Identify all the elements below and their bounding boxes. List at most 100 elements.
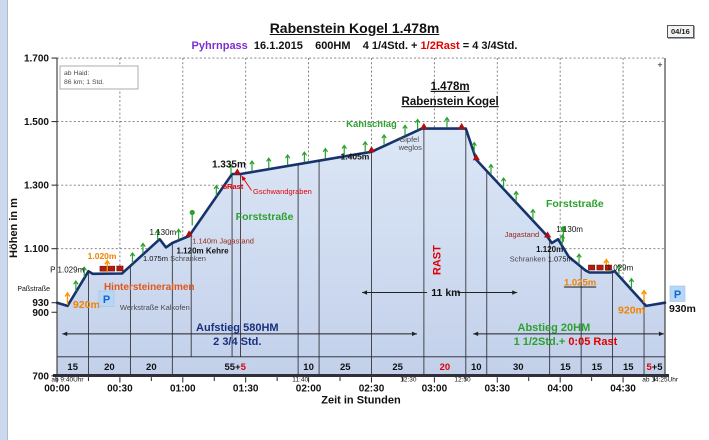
- kahlschlag-label: Kahlschlag: [346, 119, 397, 130]
- trail-marker-icon: [414, 118, 421, 130]
- elev-1120-east-label: 1.120m: [536, 245, 563, 254]
- forststrasse-label-east: Forststraße: [546, 198, 604, 210]
- info-box-line: ab Haid:: [64, 70, 89, 77]
- x-axis-title: Zeit in Stunden: [321, 395, 401, 407]
- gipfel-label: Gipfel: [399, 135, 419, 144]
- trail-marker-icon: [381, 133, 387, 145]
- x-tick-label: 03:30: [484, 384, 510, 395]
- segment-minutes: 15: [67, 362, 78, 373]
- parking-box: [98, 290, 115, 307]
- trail-marker-icon: [81, 266, 87, 278]
- segment-minutes: 20: [440, 362, 451, 373]
- x-tick-label: 00:00: [44, 384, 70, 395]
- tree-icon: [189, 209, 195, 216]
- markers-layer: [64, 116, 648, 305]
- x-tick-label: 01:30: [233, 384, 259, 395]
- end-elevation-label: 930m: [669, 303, 696, 315]
- gschwandgraben-label: Gschwandgraben: [253, 187, 312, 196]
- trail-marker-icon: [616, 263, 622, 275]
- forststrasse-label-west: Forststraße: [236, 211, 294, 223]
- clock-time-label: ab 9:40Uhr: [51, 377, 84, 384]
- tree-icon: [560, 226, 566, 232]
- trail-marker-icon: [284, 153, 291, 166]
- hut-icon: [99, 265, 107, 272]
- arrowhead: [473, 331, 479, 337]
- trail-marker-icon: [213, 184, 220, 196]
- y-tick-label: 1.700: [24, 54, 49, 65]
- y-tick-label: 930: [32, 298, 49, 309]
- y-axis-title: Höhen in m: [8, 198, 20, 258]
- x-tick-label: 01:00: [170, 384, 196, 395]
- chart-subtitle: Pyhrnpass 16.1.2015 600HM 4 1/4Std. + 1/…: [0, 40, 709, 52]
- subtitle-part: = 4 3/4Std.: [459, 40, 518, 52]
- trail-marker-icon: [154, 229, 161, 241]
- page-stamp: 04/16: [667, 25, 694, 38]
- trail-marker-icon: [513, 190, 519, 202]
- trail-marker-icon: [175, 228, 182, 240]
- parking-icon: P: [103, 294, 110, 306]
- y-tick-label: 900: [32, 308, 49, 319]
- elev-920-east-label: 920m: [618, 305, 645, 317]
- clock-time-label: 11:40: [292, 377, 308, 384]
- segment-minutes: 20: [146, 362, 157, 373]
- trail-marker-icon: [322, 147, 329, 159]
- elevation-area: [57, 128, 665, 376]
- segment-minutes: 15: [560, 362, 571, 373]
- segment-minutes: 15: [592, 362, 603, 373]
- x-tick-label: 03:00: [422, 384, 448, 395]
- schranken-west-label: 1.075m Schranken: [143, 254, 206, 263]
- jagastand-east-label: Jagastand: [505, 230, 540, 239]
- arrowhead: [411, 331, 417, 337]
- trail-marker-icon: [228, 163, 234, 175]
- y-tick-label: 700: [32, 371, 49, 382]
- abstieg-label: Abstieg 20HM: [518, 322, 591, 334]
- waypoint-marker-icon: [420, 122, 428, 130]
- peak-elevation-label: 1.478m: [431, 81, 470, 93]
- waypoint-marker-icon: [185, 230, 193, 237]
- werkstrasse-label: Werkstraße Kalkofen: [120, 303, 190, 312]
- trail-marker-icon: [140, 242, 146, 254]
- waypoint-marker-icon: [543, 231, 552, 238]
- trail-marker-icon: [301, 151, 308, 163]
- arrowhead: [362, 290, 368, 295]
- aufstieg-time-label: 2 3/4 Std.: [213, 336, 261, 348]
- trail-marker-icon: [500, 176, 507, 189]
- trail-marker-icon: [576, 253, 582, 265]
- elev-1025-label: 1.025m: [564, 278, 596, 289]
- subtitle-part: 16.1.2015 600HM 4 1/4Std. +: [247, 40, 421, 52]
- segment-minutes: 55+5: [224, 362, 246, 373]
- orange-marker-icon: [641, 289, 648, 303]
- trail-marker-icon: [628, 277, 635, 289]
- y-tick-label: 1.300: [24, 181, 49, 192]
- parking-box: [669, 285, 686, 302]
- x-tick-label: 00:30: [107, 384, 133, 395]
- segment-minutes: 25: [392, 362, 403, 373]
- rast5-label: 5Rast: [223, 182, 244, 191]
- trail-marker-icon: [266, 157, 272, 169]
- trail-marker-icon: [471, 141, 477, 153]
- trail-marker-icon: [341, 144, 347, 156]
- elev-1029-east-label: 1.029m: [607, 264, 634, 273]
- x-tick-label: 04:00: [547, 384, 573, 395]
- waypoint-marker-icon: [233, 168, 241, 175]
- arrowhead: [241, 175, 247, 181]
- trail-marker-icon: [249, 160, 255, 172]
- hintersteineralmen-label: Hintersteineralmen: [104, 282, 195, 293]
- x-tick-label: 02:00: [296, 384, 322, 395]
- segment-minutes: 30: [513, 362, 524, 373]
- peak-name-label: Rabenstein Kogel: [402, 96, 499, 108]
- orange-marker-icon: [104, 259, 111, 273]
- hut-icon: [108, 265, 115, 272]
- elev-1335-label: 1.335m: [212, 159, 246, 170]
- elev-1029-west-label: P 1.029m: [50, 266, 84, 275]
- labels-layer: 15 20 20 55+5 10 25 25 20 10 30 15 15 15 5+5 1.478m Rab…: [17, 60, 696, 373]
- rast-label: RAST: [432, 245, 444, 275]
- hut-icon: [596, 264, 604, 271]
- trail-marker-icon: [402, 124, 408, 136]
- trail-marker-icon: [530, 208, 536, 220]
- trail-marker-icon: [73, 279, 79, 292]
- info-box: [59, 65, 139, 90]
- segment-minutes: 5+5: [646, 362, 663, 373]
- y-tick-label: 1.500: [24, 117, 49, 128]
